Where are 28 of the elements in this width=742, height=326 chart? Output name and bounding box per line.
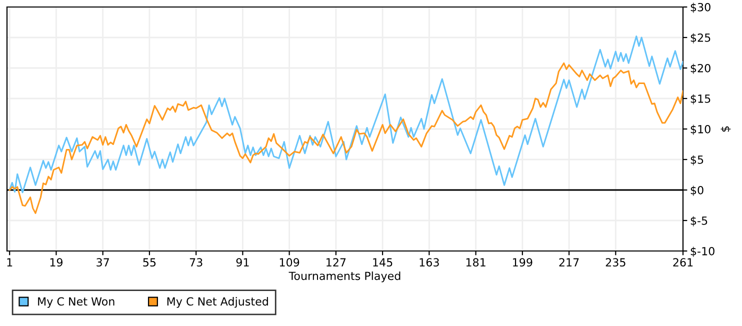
y-tick-label: $10 xyxy=(690,124,710,135)
y-tick-label: $-10 xyxy=(690,246,714,257)
y-tick-label: $-5 xyxy=(690,216,708,226)
x-tick-label: 235 xyxy=(606,258,626,267)
legend-label: My C Net Won xyxy=(38,297,114,308)
y-tick-label: $0 xyxy=(690,186,704,196)
x-tick-label: 19 xyxy=(50,258,62,267)
x-axis-title: Tournaments Played xyxy=(288,271,400,282)
x-tick-label: 91 xyxy=(236,258,249,267)
x-tick-label: 109 xyxy=(280,258,300,267)
x-tick-label: 261 xyxy=(673,258,693,267)
x-tick-label: 199 xyxy=(513,258,532,267)
x-tick-label: 55 xyxy=(143,258,156,267)
y-tick-label: $30 xyxy=(690,2,710,13)
x-tick-label: 1 xyxy=(7,258,12,266)
y-tick-label: $20 xyxy=(690,64,710,74)
x-tick-label: 181 xyxy=(466,258,486,267)
y-tick-label: $25 xyxy=(690,33,710,44)
x-tick-label: 127 xyxy=(326,258,346,266)
x-tick-label: 73 xyxy=(190,258,202,267)
x-tick-label: 217 xyxy=(559,258,579,266)
y-axis-title: $ xyxy=(720,126,731,132)
x-tick-label: 37 xyxy=(96,258,109,267)
x-tick-label: 163 xyxy=(420,258,439,267)
y-tick-label: $5 xyxy=(690,155,704,166)
y-tick-label: $15 xyxy=(690,94,710,104)
legend-label: My C Net Adjusted xyxy=(167,297,268,308)
x-tick-label: 145 xyxy=(373,258,392,267)
